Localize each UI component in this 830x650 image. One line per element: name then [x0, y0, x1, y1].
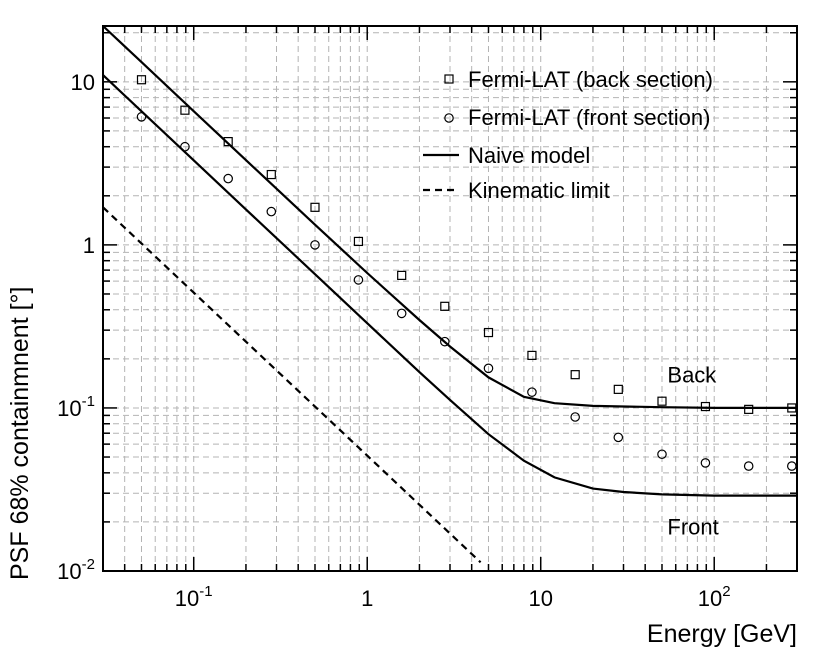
back-data-point: [310, 202, 320, 212]
front-data-point: [570, 412, 580, 422]
back-data-point: [180, 105, 190, 115]
back-data-point: [440, 301, 450, 311]
legend-label-kinematic: Kinematic limit: [468, 178, 610, 203]
x-tick-label: 102: [698, 583, 731, 611]
x-tick-labels: 10-1 1 10 102: [175, 583, 731, 611]
front-data-point: [180, 141, 190, 152]
model-curves: [102, 25, 797, 564]
legend-label-back: Fermi-LAT (back section): [468, 67, 713, 92]
front-data-point: [527, 387, 537, 397]
y-tick-label: 1: [83, 233, 95, 258]
x-tick-label: 10: [528, 586, 552, 611]
front-data-point: [787, 461, 797, 471]
annotation-front: Front: [667, 514, 718, 539]
data-markers: [136, 75, 797, 471]
legend-square-marker: [444, 74, 454, 84]
back-data-point: [744, 404, 754, 414]
front-data-point: [396, 308, 407, 319]
back-data-point: [136, 75, 147, 85]
annotation-back: Back: [667, 363, 717, 388]
back-data-point: [527, 350, 537, 361]
back-data-point: [657, 396, 667, 406]
y-tick-label: 10-1: [57, 393, 95, 421]
axis-ticks: [102, 26, 798, 572]
front-data-point: [266, 206, 277, 217]
x-tick-label: 10-1: [175, 583, 213, 611]
back-data-point: [570, 370, 580, 380]
naive-model-line-back: [102, 25, 797, 409]
x-axis-title: Energy [GeV]: [647, 620, 797, 648]
front-data-point: [136, 112, 147, 122]
x-tick-label: 1: [361, 586, 373, 611]
front-data-point: [310, 240, 320, 250]
front-data-point: [483, 363, 494, 374]
back-data-point: [397, 270, 407, 280]
back-data-point: [613, 384, 623, 394]
back-data-point: [353, 236, 364, 247]
front-data-point: [440, 336, 450, 347]
front-data-point: [700, 458, 711, 468]
front-data-point: [657, 449, 667, 460]
naive-model-line-front: [102, 74, 797, 497]
y-tick-label: 10: [71, 70, 95, 95]
front-data-point: [353, 275, 364, 285]
back-data-point: [483, 327, 494, 338]
y-axis-title: PSF 68% containmnent [°]: [6, 287, 34, 580]
legend-label-front: Fermi-LAT (front section): [468, 105, 710, 130]
legend: Fermi-LAT (back section) Fermi-LAT (fron…: [423, 67, 713, 203]
kinematic-limit-line: [102, 206, 482, 564]
front-data-point: [613, 432, 624, 443]
legend-circle-marker: [444, 113, 454, 123]
back-data-point: [223, 136, 233, 147]
y-tick-label: 10-2: [57, 556, 95, 584]
front-data-point: [223, 173, 233, 184]
back-data-point: [266, 169, 276, 180]
grid-lines: [102, 26, 798, 572]
back-data-point: [700, 401, 711, 412]
legend-label-naive: Naive model: [468, 143, 590, 168]
y-tick-labels: 10-2 10-1 1 10: [57, 70, 95, 584]
front-data-point: [743, 461, 754, 471]
